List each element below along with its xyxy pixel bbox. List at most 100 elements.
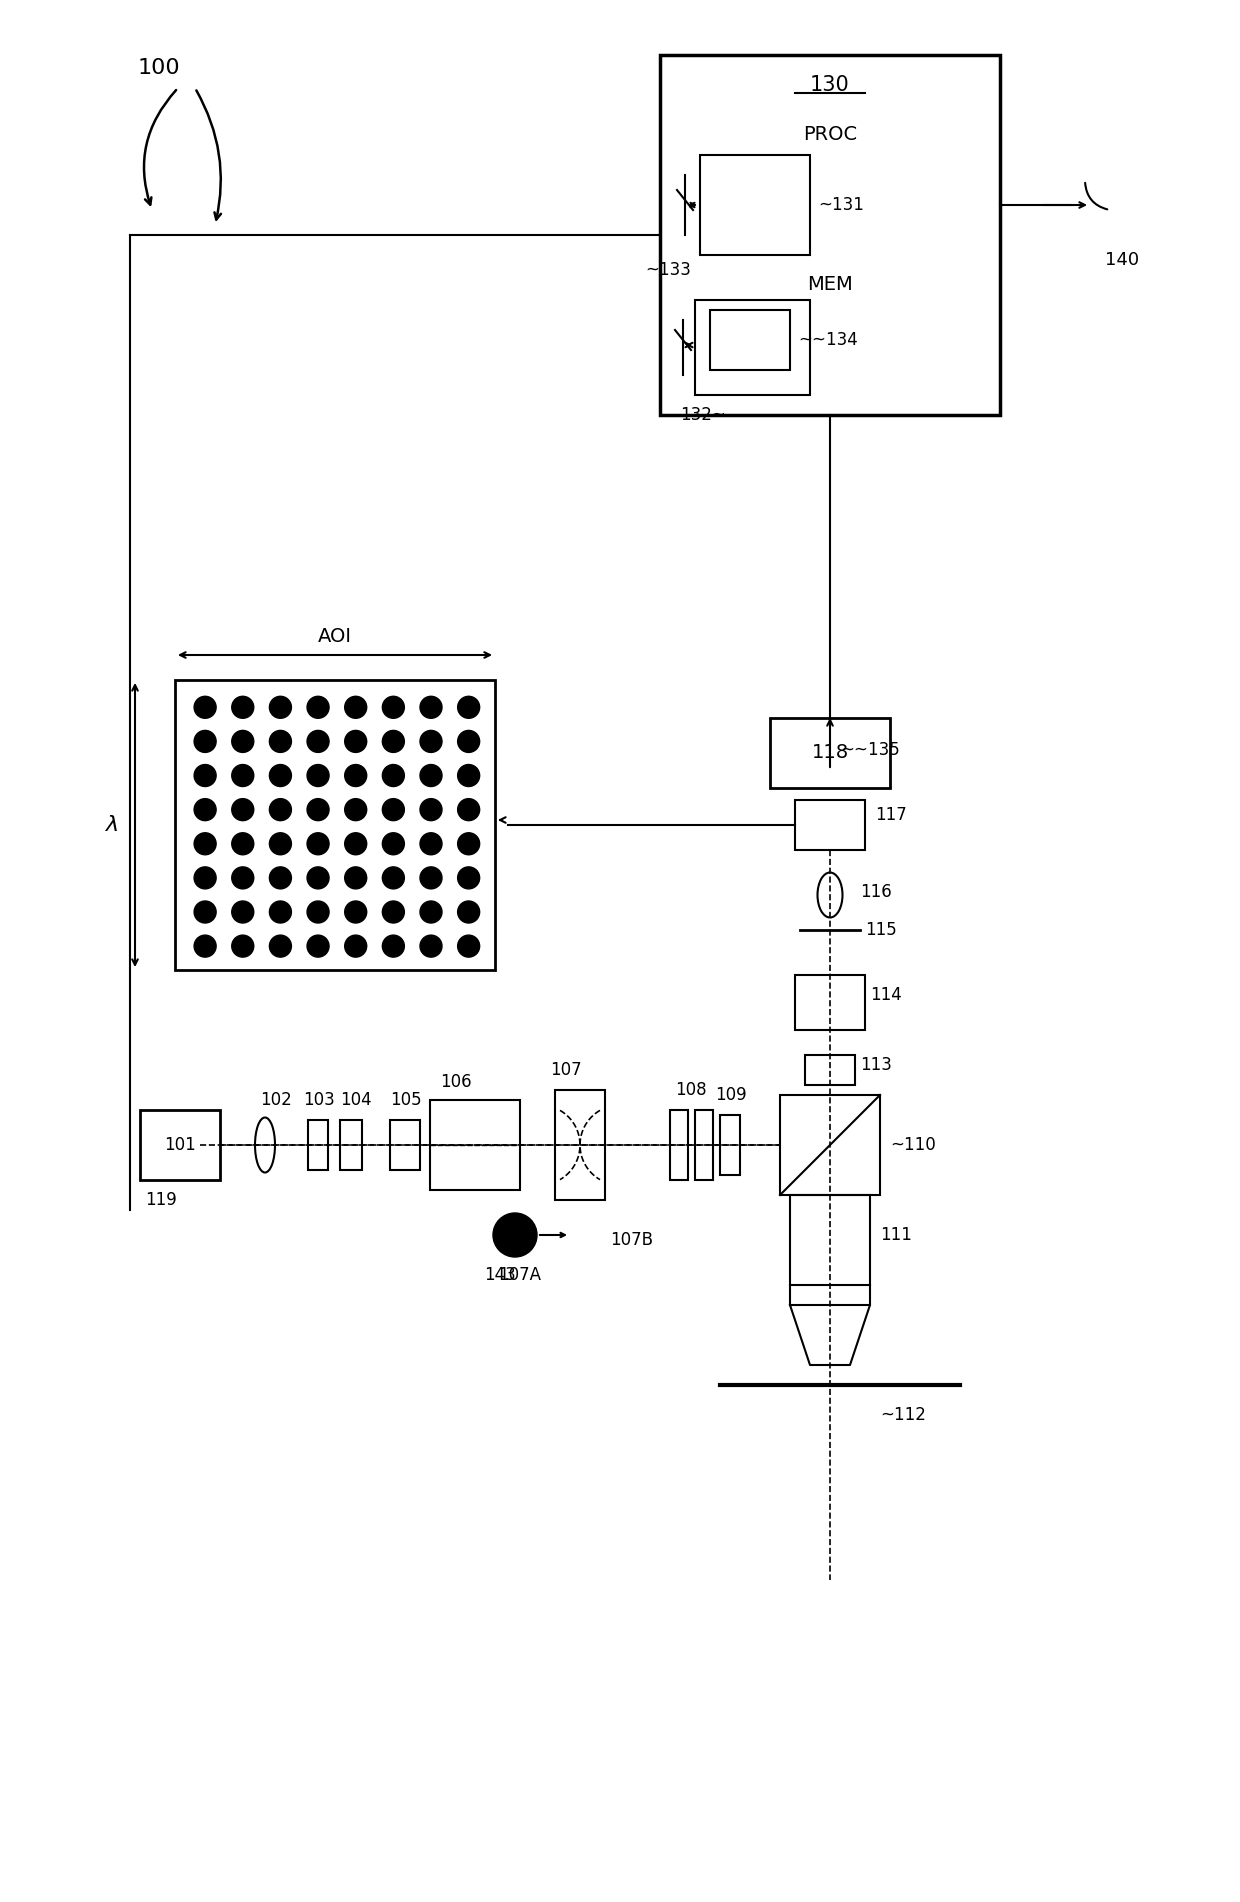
Text: ~110: ~110 (890, 1135, 936, 1155)
Circle shape (269, 799, 291, 820)
Circle shape (420, 799, 441, 820)
Circle shape (420, 696, 441, 719)
Bar (790, 1194, 870, 1286)
Text: 118: 118 (811, 744, 848, 763)
Bar (711, 310, 790, 371)
Text: 143: 143 (484, 1267, 516, 1284)
Circle shape (195, 765, 216, 787)
Bar (795, 976, 866, 1031)
Circle shape (195, 799, 216, 820)
Bar (670, 1111, 688, 1179)
Circle shape (232, 936, 254, 957)
Circle shape (195, 902, 216, 922)
Circle shape (195, 867, 216, 888)
Circle shape (269, 833, 291, 854)
Circle shape (232, 833, 254, 854)
Text: 114: 114 (870, 985, 901, 1004)
Text: 130: 130 (810, 74, 849, 95)
Bar (795, 801, 866, 850)
Bar (694, 1111, 713, 1179)
Circle shape (382, 867, 404, 888)
Text: MEM: MEM (807, 276, 853, 295)
Circle shape (420, 833, 441, 854)
Text: ~~134: ~~134 (799, 331, 858, 348)
Circle shape (308, 799, 329, 820)
Circle shape (345, 765, 367, 787)
Bar (805, 1056, 856, 1084)
Circle shape (308, 902, 329, 922)
Bar (720, 1115, 740, 1175)
Circle shape (269, 867, 291, 888)
Circle shape (382, 765, 404, 787)
Circle shape (232, 696, 254, 719)
Text: 100: 100 (138, 57, 181, 78)
Bar (308, 1120, 329, 1170)
Text: 105: 105 (391, 1092, 422, 1109)
Circle shape (458, 867, 480, 888)
Circle shape (345, 833, 367, 854)
Circle shape (195, 936, 216, 957)
Text: ~131: ~131 (818, 196, 864, 215)
Circle shape (494, 1213, 537, 1257)
Bar (780, 1096, 880, 1194)
Bar (430, 1099, 520, 1191)
Bar (140, 1111, 219, 1179)
Circle shape (345, 936, 367, 957)
Text: 103: 103 (303, 1092, 335, 1109)
Circle shape (420, 730, 441, 753)
Text: 108: 108 (675, 1080, 707, 1099)
Text: 107: 107 (551, 1061, 582, 1078)
Bar (556, 1090, 605, 1200)
Circle shape (308, 936, 329, 957)
Circle shape (345, 730, 367, 753)
Circle shape (345, 867, 367, 888)
Circle shape (308, 730, 329, 753)
Circle shape (269, 696, 291, 719)
Circle shape (345, 902, 367, 922)
Text: 102: 102 (260, 1092, 291, 1109)
Text: λ: λ (107, 814, 119, 835)
Circle shape (308, 765, 329, 787)
Circle shape (269, 936, 291, 957)
Circle shape (345, 696, 367, 719)
Circle shape (308, 833, 329, 854)
Circle shape (308, 867, 329, 888)
Circle shape (458, 936, 480, 957)
Circle shape (232, 799, 254, 820)
Circle shape (458, 799, 480, 820)
Text: 101: 101 (164, 1135, 196, 1155)
Circle shape (382, 833, 404, 854)
Bar (660, 55, 999, 415)
Text: PROC: PROC (804, 126, 857, 145)
Circle shape (345, 799, 367, 820)
Bar (694, 301, 810, 396)
Bar (175, 681, 495, 970)
Circle shape (232, 765, 254, 787)
Text: ~133: ~133 (645, 261, 691, 280)
Text: 111: 111 (880, 1227, 911, 1244)
Circle shape (458, 902, 480, 922)
Bar (701, 154, 810, 255)
Circle shape (382, 730, 404, 753)
Circle shape (195, 730, 216, 753)
Circle shape (382, 936, 404, 957)
Circle shape (458, 833, 480, 854)
Text: 104: 104 (340, 1092, 372, 1109)
Text: 115: 115 (866, 921, 897, 940)
Circle shape (195, 833, 216, 854)
Text: 106: 106 (440, 1073, 471, 1092)
Circle shape (195, 696, 216, 719)
Text: 107B: 107B (610, 1231, 653, 1250)
Text: 132~: 132~ (680, 405, 725, 424)
Text: ~112: ~112 (880, 1406, 926, 1425)
Circle shape (269, 902, 291, 922)
Text: 140: 140 (1105, 251, 1140, 268)
Circle shape (232, 902, 254, 922)
Text: 119: 119 (145, 1191, 177, 1210)
Text: 113: 113 (861, 1056, 892, 1075)
Text: ~~135: ~~135 (839, 742, 900, 759)
Circle shape (269, 730, 291, 753)
Bar (391, 1120, 420, 1170)
Circle shape (382, 902, 404, 922)
Circle shape (382, 696, 404, 719)
